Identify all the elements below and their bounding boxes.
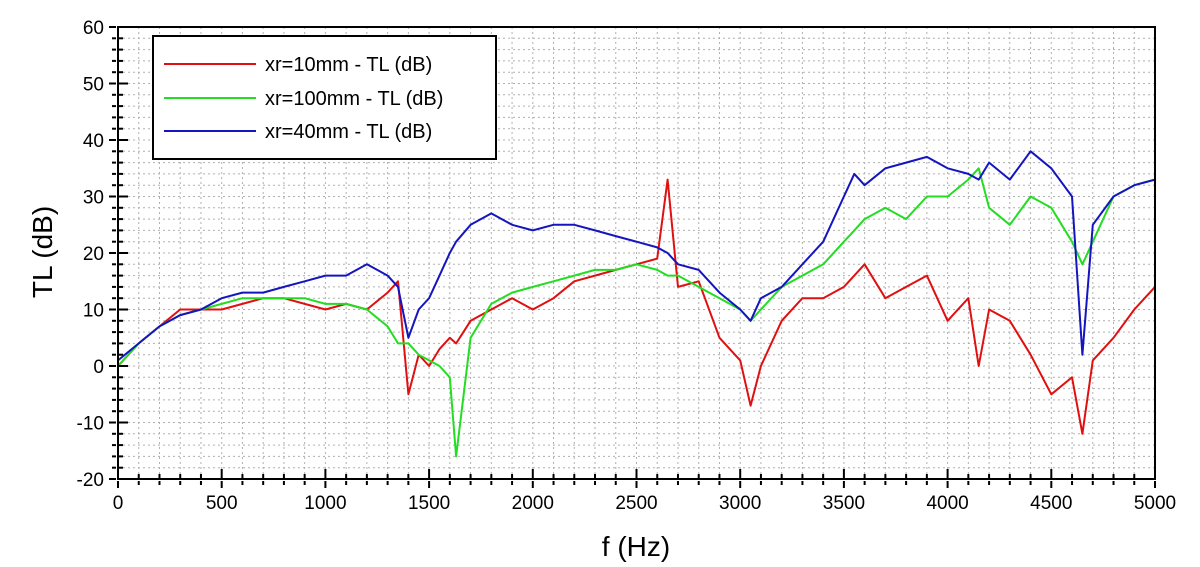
x-tick-label: 500 <box>206 493 238 514</box>
x-tick-label: 2500 <box>615 493 657 514</box>
y-tick-label: 10 <box>83 301 104 322</box>
y-tick-label: -20 <box>77 470 104 491</box>
x-tick-label: 2000 <box>512 493 554 514</box>
x-tick-label: 5000 <box>1134 493 1176 514</box>
x-tick-label: 3000 <box>719 493 761 514</box>
axis-ticks <box>109 26 1156 488</box>
legend-label-xr10mm: xr=10mm - TL (dB) <box>265 54 432 76</box>
tick-labels: 0 500 1000 1500 2000 2500 3000 3500 4000 4500 5000… <box>77 18 1177 514</box>
series-line-0 <box>117 178 1156 435</box>
series-line-2 <box>117 150 1156 362</box>
legend-label-xr100mm: xr=100mm - TL (dB) <box>265 88 443 110</box>
x-tick-label: 4500 <box>1030 493 1072 514</box>
y-tick-label: 20 <box>83 244 104 265</box>
x-tick-label: 1500 <box>408 493 450 514</box>
x-tick-label: 1000 <box>304 493 346 514</box>
x-tick-label: 3500 <box>823 493 865 514</box>
legend-label-xr40mm: xr=40mm - TL (dB) <box>265 121 432 143</box>
y-tick-label: 30 <box>83 188 104 209</box>
y-tick-label: 60 <box>83 18 104 39</box>
y-axis-title: TL (dB) <box>27 206 58 298</box>
x-tick-label: 4000 <box>926 493 968 514</box>
y-tick-label: 40 <box>83 131 104 152</box>
data-series <box>117 150 1156 458</box>
x-tick-label: 0 <box>113 493 124 514</box>
legend: xr=10mm - TL (dB) xr=100mm - TL (dB) xr=… <box>152 35 497 160</box>
y-tick-label: 50 <box>83 75 104 96</box>
x-axis-title: f (Hz) <box>602 531 670 562</box>
y-tick-label: 0 <box>93 357 104 378</box>
y-tick-label: -10 <box>77 414 104 435</box>
